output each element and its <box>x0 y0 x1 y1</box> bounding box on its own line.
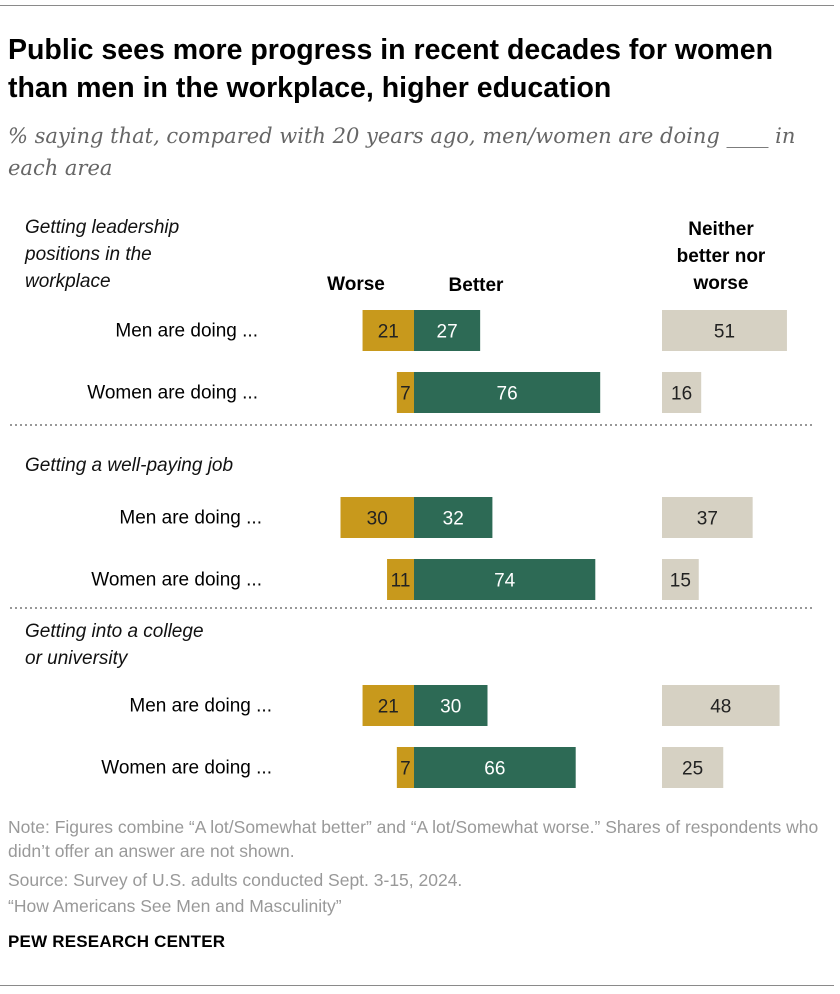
column-header-neither: Neither better nor worse <box>677 219 766 294</box>
value-label-better: 76 <box>497 384 518 405</box>
row-label-women: Women are doing ... <box>101 758 272 779</box>
value-label-worse: 30 <box>367 509 388 530</box>
bar-better <box>414 559 596 600</box>
bar-worse <box>387 559 414 600</box>
footnote: Note: Figures combine “A lot/Somewhat be… <box>8 817 819 861</box>
value-label-neither: 37 <box>697 509 718 530</box>
row-label-women: Women are doing ... <box>87 383 258 404</box>
bar-better <box>414 310 481 351</box>
value-label-worse: 7 <box>400 759 411 780</box>
value-label-better: 74 <box>494 571 516 592</box>
bar-neither <box>662 497 753 538</box>
value-label-neither: 48 <box>710 697 731 718</box>
bar-neither <box>662 747 724 788</box>
bar-better <box>414 497 493 538</box>
bar-neither <box>662 559 699 600</box>
bar-better <box>414 372 601 413</box>
bar-better <box>414 747 576 788</box>
value-label-better: 66 <box>484 759 505 780</box>
bar-worse <box>396 372 414 413</box>
value-label-worse: 7 <box>400 384 411 405</box>
value-label-better: 30 <box>440 697 461 718</box>
bottom-rule <box>0 985 834 986</box>
chart-title: Public sees more progress in recent deca… <box>8 34 774 104</box>
value-label-neither: 51 <box>714 322 735 343</box>
value-label-worse: 21 <box>378 697 399 718</box>
value-label-worse: 11 <box>391 571 411 592</box>
report-title: “How Americans See Men and Masculinity” <box>8 896 342 916</box>
row-label-women: Women are doing ... <box>91 570 262 591</box>
bar-neither <box>662 685 780 726</box>
chart-subtitle: % saying that, compared with 20 years ag… <box>8 124 796 180</box>
value-label-better: 32 <box>443 509 464 530</box>
group-label-2: Getting a well-paying job <box>25 455 233 476</box>
bar-neither <box>662 310 787 351</box>
group-label-3: Getting into a college or university <box>25 621 204 669</box>
value-label-better: 27 <box>437 322 458 343</box>
group-label-1: Getting leadership positions in the workpl… <box>24 217 179 292</box>
bar-worse <box>362 310 414 351</box>
top-rule <box>0 5 834 6</box>
bar-worse <box>340 497 414 538</box>
row-label-men: Men are doing ... <box>115 321 258 342</box>
pew-logo: PEW RESEARCH CENTER <box>8 932 226 951</box>
bar-better <box>414 685 488 726</box>
column-header-worse: Worse <box>327 274 385 295</box>
value-label-neither: 15 <box>670 571 691 592</box>
column-header-better: Better <box>449 275 505 296</box>
row-label-men: Men are doing ... <box>129 696 272 717</box>
bar-worse <box>396 747 414 788</box>
row-label-men: Men are doing ... <box>119 508 262 529</box>
bar-worse <box>362 685 414 726</box>
source-note: Source: Survey of U.S. adults conducted … <box>8 870 463 890</box>
value-label-neither: 16 <box>671 384 692 405</box>
value-label-worse: 21 <box>378 322 399 343</box>
bar-neither <box>662 372 702 413</box>
value-label-neither: 25 <box>682 759 703 780</box>
